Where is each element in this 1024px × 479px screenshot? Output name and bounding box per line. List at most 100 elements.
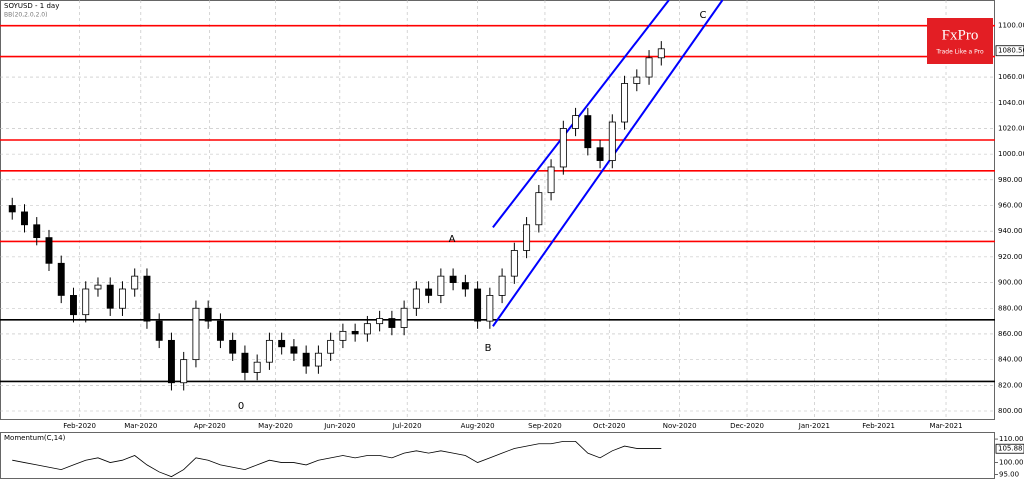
value-marker-label: 105.88: [998, 445, 1023, 453]
candle-body: [461, 282, 469, 290]
candle-body: [8, 205, 16, 213]
candle-body: [572, 115, 580, 129]
candle-body: [45, 237, 53, 264]
candle-body: [510, 250, 518, 277]
y-tick-label: 960.00: [998, 202, 1023, 210]
x-tick-label: Mar-2021: [929, 422, 962, 430]
y-tick-label: 840.00: [998, 356, 1023, 364]
y-tick-label: 1020.00: [998, 124, 1024, 132]
y-tick-label: 95.00: [999, 470, 1019, 478]
y-tick-label: 100.00: [999, 459, 1024, 467]
candle-body: [216, 320, 224, 341]
price-marker-label: 1080.50: [998, 47, 1024, 55]
candle-body: [155, 320, 163, 341]
candle-body: [229, 339, 237, 354]
candle-body: [180, 359, 188, 384]
candle-body: [290, 346, 298, 354]
y-tick-label: 1000.00: [998, 150, 1024, 158]
candle-body: [633, 76, 641, 84]
logo-box: [927, 18, 993, 64]
candle-body: [400, 307, 408, 328]
candle-body: [412, 288, 420, 309]
candle-body: [657, 48, 665, 59]
candle-body: [278, 339, 286, 348]
y-tick-label: 1100.00: [998, 22, 1024, 30]
channel-line: [492, 0, 670, 228]
candle-body: [547, 166, 555, 194]
candle-body: [474, 288, 482, 322]
y-tick-label: 980.00: [998, 176, 1023, 184]
candle-body: [425, 288, 433, 296]
logo-tagline: Trade Like a Pro: [935, 49, 984, 56]
candle-body: [486, 295, 494, 322]
candle-body: [302, 352, 310, 367]
y-tick-label: 880.00: [998, 304, 1023, 312]
x-tick-label: Aug-2020: [461, 422, 495, 430]
x-tick-label: Oct-2020: [593, 422, 625, 430]
y-tick-label: 1040.00: [998, 99, 1024, 107]
candle-body: [143, 275, 151, 322]
x-tick-label: Jul-2020: [392, 422, 422, 430]
logo-name: FxPro: [942, 27, 979, 43]
candle-body: [596, 147, 604, 161]
x-tick-label: Jan-2021: [798, 422, 830, 430]
candle-body: [608, 121, 616, 161]
y-tick-label: 110.00: [999, 435, 1024, 443]
x-tick-label: Feb-2021: [862, 422, 895, 430]
candle-body: [253, 361, 261, 373]
plot-frame: [0, 0, 995, 420]
y-tick-label: 940.00: [998, 227, 1023, 235]
wave-label: C: [700, 10, 707, 21]
candle-body: [265, 339, 273, 363]
candle-body: [498, 275, 506, 296]
wave-label: A: [449, 234, 456, 245]
candle-body: [106, 284, 114, 309]
candle-body: [559, 128, 567, 168]
chart-title: SOYUSD - 1 day: [4, 2, 59, 10]
y-tick-label: 920.00: [998, 253, 1023, 261]
y-tick-label: 860.00: [998, 330, 1023, 338]
candle-body: [70, 295, 77, 316]
x-tick-label: Dec-2020: [730, 422, 764, 430]
x-tick-label: Feb-2020: [63, 422, 96, 430]
candle-body: [204, 307, 212, 322]
candle-body: [82, 288, 90, 316]
candle-body: [523, 224, 531, 251]
x-tick-label: Nov-2020: [663, 422, 697, 430]
candle-body: [584, 115, 592, 149]
candle-body: [241, 352, 249, 373]
momentum-line: [12, 441, 662, 478]
candle-body: [327, 339, 335, 354]
wave-label: B: [485, 343, 492, 354]
candle-body: [535, 192, 543, 226]
candle-body: [94, 284, 102, 290]
candle-body: [192, 307, 200, 361]
candle-body: [388, 318, 396, 328]
candle-body: [645, 57, 653, 78]
x-tick-label: Mar-2020: [124, 422, 157, 430]
x-tick-label: Jun-2020: [323, 422, 355, 430]
panel-title: Momentum(C,14): [4, 434, 66, 442]
candle-body: [376, 318, 384, 325]
candle-body: [131, 275, 139, 290]
price-marker-box: [995, 45, 1024, 57]
y-tick-label: 820.00: [998, 381, 1023, 389]
candle-body: [363, 323, 371, 335]
candle-body: [167, 339, 175, 384]
candle-body: [437, 275, 445, 296]
candle-body: [339, 330, 347, 341]
channel-line: [492, 0, 724, 327]
value-marker-box: [995, 443, 1024, 454]
chart-subtitle: BB(20,2.0,2.0): [4, 12, 47, 19]
y-tick-label: 900.00: [998, 279, 1023, 287]
candle-body: [21, 211, 28, 226]
candle-body: [449, 275, 457, 283]
x-tick-label: Sep-2020: [528, 422, 562, 430]
wave-label: 0: [238, 401, 244, 412]
candle-body: [314, 352, 322, 367]
candle-body: [351, 330, 359, 335]
candle-body: [57, 262, 65, 296]
y-tick-label: 1060.00: [998, 73, 1024, 81]
